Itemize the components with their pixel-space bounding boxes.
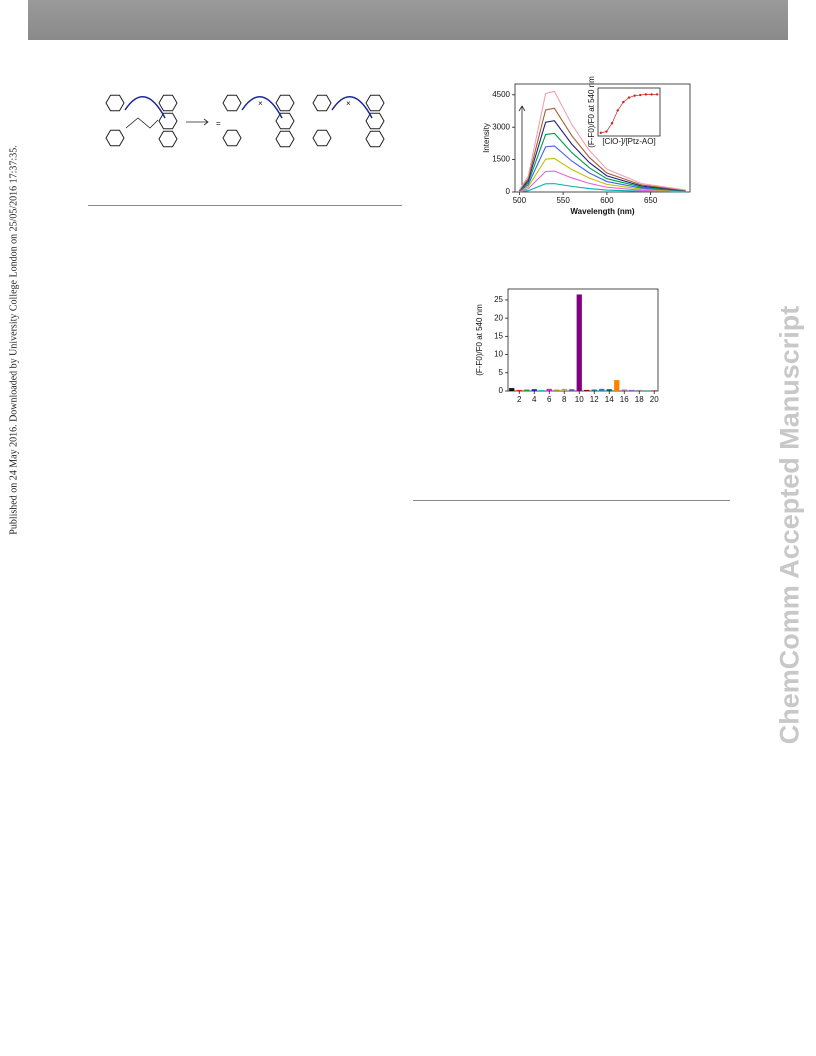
point (622, 100, 625, 104)
series-line (519, 157, 686, 192)
x-tick-label: 18 (635, 395, 644, 404)
series-line (519, 132, 686, 192)
y-tick-label: 3000 (492, 122, 510, 131)
scheme: = × × (105, 94, 385, 148)
bar (636, 389, 642, 391)
y-tick-label: 1500 (492, 155, 510, 164)
svg-text:×: × (258, 99, 263, 108)
series-line (518, 120, 686, 192)
bar (546, 388, 552, 391)
header-bar (28, 0, 788, 40)
x-tick-label: 8 (562, 395, 567, 404)
point (616, 109, 619, 112)
x-tick-label: 16 (620, 395, 629, 404)
point (650, 93, 653, 96)
bar (599, 388, 605, 391)
bar (651, 390, 657, 391)
x-axis-label: [ClO-]/[Ptz-AO] (602, 137, 655, 146)
bar (516, 389, 522, 391)
x-tick-label: 6 (547, 395, 552, 404)
x-axis-label: Wavelength (nm) (570, 207, 634, 216)
point (655, 93, 659, 96)
point (639, 93, 642, 97)
point (627, 96, 631, 99)
plot-frame (514, 83, 691, 193)
bar (509, 388, 515, 391)
y-tick-label: 0 (499, 386, 504, 395)
trend-arrow (518, 105, 526, 185)
point (633, 94, 636, 97)
x-tick-label: 14 (605, 395, 614, 404)
bar (584, 389, 590, 391)
bar (621, 389, 627, 391)
plot-frame (507, 288, 659, 392)
svg-text:=: = (216, 119, 221, 128)
bar (531, 389, 537, 391)
y-tick-label: 25 (494, 295, 503, 304)
x-tick-label: 500 (513, 196, 527, 205)
x-tick-label: 12 (590, 395, 599, 404)
point (599, 131, 603, 134)
y-axis-label: Intensity (482, 123, 491, 153)
x-tick-label: 20 (650, 395, 659, 404)
bar (539, 389, 545, 391)
bar (569, 389, 575, 391)
x-tick-label: 650 (644, 196, 658, 205)
series-line (519, 170, 686, 193)
bar (561, 388, 567, 391)
x-tick-label: 550 (556, 196, 570, 205)
svg-text:×: × (346, 99, 351, 108)
y-tick-label: 15 (494, 331, 503, 340)
x-tick-label: 2 (517, 395, 522, 404)
x-tick-label: 600 (600, 196, 614, 205)
plot-frame (597, 87, 661, 137)
rule (88, 205, 402, 206)
bar (591, 389, 597, 391)
x-tick-label: 4 (532, 395, 537, 404)
x-tick-label: 10 (575, 395, 584, 404)
bar (606, 389, 612, 391)
y-tick-label: 5 (499, 368, 504, 377)
series-line (519, 145, 686, 192)
y-tick-label: 10 (494, 350, 503, 359)
series-line (519, 183, 686, 193)
y-tick-label: 4500 (492, 90, 510, 99)
bar (644, 390, 650, 391)
point (644, 93, 648, 96)
y-tick-label: 0 (506, 187, 511, 196)
bar (614, 380, 620, 391)
series-line (518, 90, 686, 191)
series-line (518, 107, 686, 191)
y-axis-label: (F-F0)/F0 at 540 nm (587, 76, 596, 148)
y-axis-label: (F-F0)/F0 at 540 nm (475, 304, 484, 376)
bar (576, 294, 582, 391)
rule (413, 500, 730, 501)
point (605, 130, 608, 133)
series-line (600, 94, 658, 134)
y-tick-label: 20 (494, 313, 503, 322)
bar (524, 389, 530, 391)
point (610, 122, 614, 125)
bar (629, 389, 635, 391)
bar (554, 389, 560, 391)
